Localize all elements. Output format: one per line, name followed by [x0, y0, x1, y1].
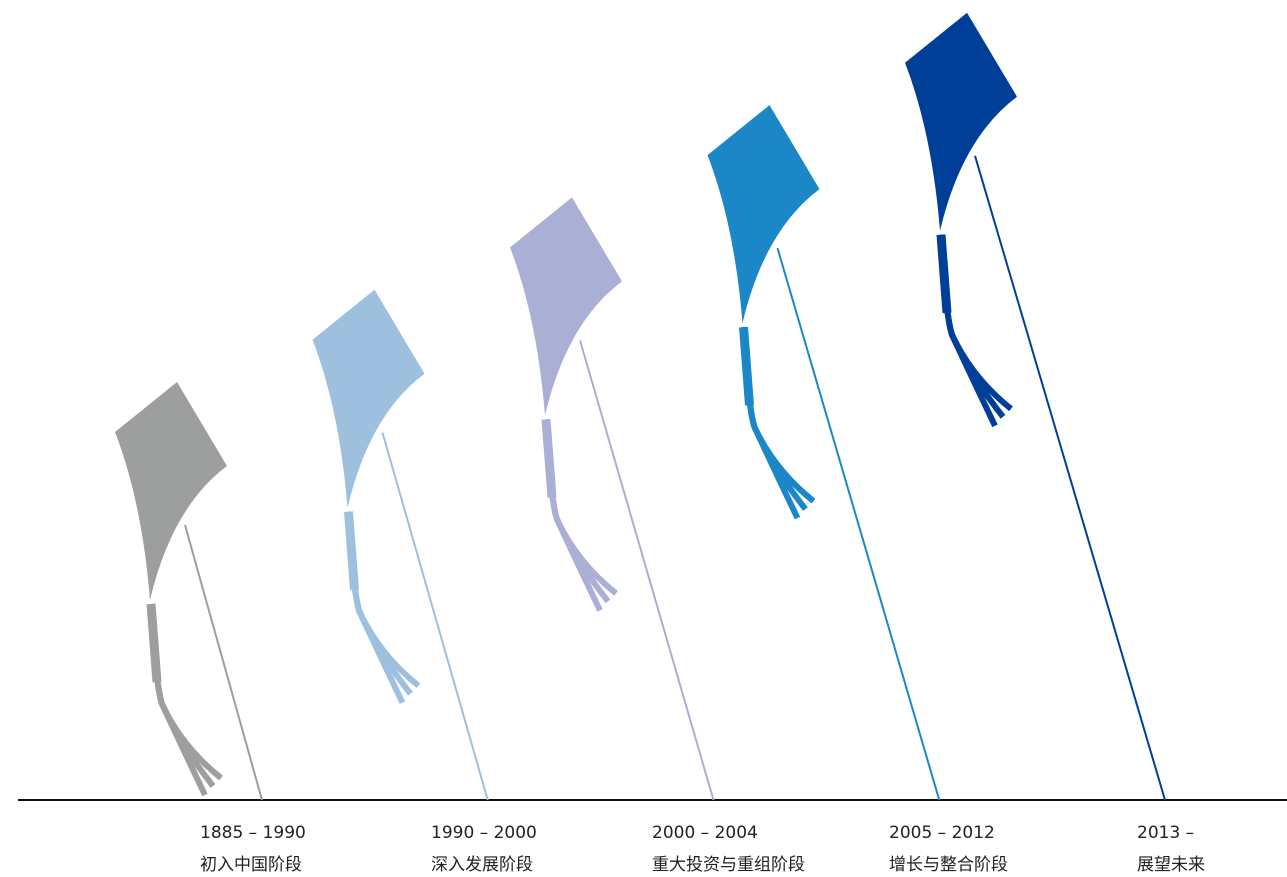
kite-string: [776, 247, 941, 801]
stage-title: 重大投资与重组阶段: [652, 855, 805, 875]
stage-period: 1990 – 2000: [431, 823, 537, 843]
kite-body: [905, 12, 1017, 231]
kite-body: [115, 382, 227, 600]
stage-title: 深入发展阶段: [431, 855, 533, 875]
kite-string: [579, 340, 715, 801]
stage-title: 初入中国阶段: [200, 855, 302, 875]
kite-string: [381, 432, 489, 801]
kite-body: [312, 289, 425, 508]
kite-tail: [541, 419, 557, 498]
kite: [707, 105, 941, 801]
kite-string: [184, 524, 263, 801]
kite: [510, 197, 715, 801]
stage-title: 展望未来: [1137, 855, 1205, 875]
stage-label: 2000 – 2004 重大投资与重组阶段: [652, 817, 805, 877]
kite-tail: [146, 603, 162, 683]
stage-title: 增长与整合阶段: [889, 855, 1008, 875]
stage-label: 2013 – 展望未来: [1137, 817, 1205, 877]
stage-period: 1885 – 1990: [200, 823, 306, 843]
stage-label: 2005 – 2012 增长与整合阶段: [889, 817, 1008, 877]
kite: [115, 382, 263, 801]
kite-tail: [739, 326, 754, 406]
kite-tail: [344, 511, 359, 591]
stage-period: 2000 – 2004: [652, 823, 758, 843]
stage-label: 1885 – 1990 初入中国阶段: [200, 817, 306, 877]
stage-label: 1990 – 2000 深入发展阶段: [431, 817, 537, 877]
kite: [312, 289, 489, 801]
kite: [905, 12, 1166, 801]
kite-body: [707, 105, 820, 324]
stage-period: 2005 – 2012: [889, 823, 995, 843]
kite-body: [510, 197, 622, 416]
kite-string: [974, 155, 1166, 801]
kite-tail: [936, 234, 952, 314]
stage-period: 2013 –: [1137, 823, 1195, 843]
